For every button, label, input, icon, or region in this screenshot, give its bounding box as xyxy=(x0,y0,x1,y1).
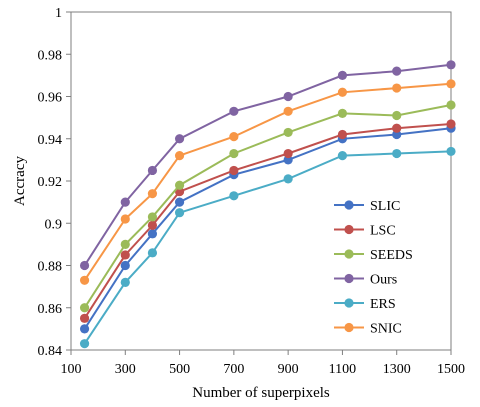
data-point-ours xyxy=(337,70,348,80)
legend-item-ers: ERS xyxy=(334,297,396,312)
axis-ticks: 100 300 500 700 900 1100 1300 1500 0.84 0.86 0.88 0… xyxy=(38,6,466,377)
x-tick-label: 1300 xyxy=(383,362,411,377)
data-point-ours xyxy=(79,260,90,271)
legend-label-slic: SLIC xyxy=(370,199,400,214)
legend-item-ours: Ours xyxy=(334,273,397,288)
legend-label-ours: Ours xyxy=(370,273,397,288)
x-tick-label: 700 xyxy=(223,362,244,377)
y-tick-label: 0.92 xyxy=(38,175,63,190)
legend-label-snic: SNIC xyxy=(370,322,402,337)
x-tick-label: 1500 xyxy=(437,362,465,377)
series-ours xyxy=(79,60,456,271)
data-point-lsc xyxy=(229,165,239,176)
data-point-snic xyxy=(120,214,130,224)
data-point-snic xyxy=(79,275,90,285)
legend: SLIC LSC SEEDS Ours ERS SNIC xyxy=(334,199,413,337)
series-group xyxy=(79,60,456,349)
y-tick-label: 0.86 xyxy=(38,302,63,317)
data-point-lsc xyxy=(446,119,456,129)
data-point-ours xyxy=(229,106,239,116)
data-point-seeds xyxy=(174,180,185,190)
series-lsc xyxy=(79,119,456,323)
data-point-snic xyxy=(392,83,402,93)
data-point-slic xyxy=(174,197,185,207)
y-tick-label: 0.98 xyxy=(38,48,63,63)
legend-marker-ers xyxy=(344,298,354,308)
y-axis-title: Accracy xyxy=(12,156,28,206)
data-point-ours xyxy=(147,165,158,176)
data-point-lsc xyxy=(120,250,130,260)
data-point-ers xyxy=(446,146,456,157)
data-point-slic xyxy=(79,324,90,334)
data-point-lsc xyxy=(79,313,90,323)
series-snic xyxy=(79,79,456,285)
x-tick-label: 100 xyxy=(61,362,82,377)
data-point-slic xyxy=(147,229,158,239)
data-point-snic xyxy=(229,132,239,142)
data-point-ers xyxy=(120,277,130,287)
data-point-snic xyxy=(174,151,185,161)
data-point-lsc xyxy=(337,129,348,140)
data-point-ours xyxy=(174,134,185,144)
data-point-slic xyxy=(120,260,130,271)
x-axis-title: Number of superpixels xyxy=(192,385,330,401)
data-point-seeds xyxy=(337,108,348,118)
data-point-ours xyxy=(283,91,293,102)
legend-item-slic: SLIC xyxy=(334,199,400,214)
data-point-seeds xyxy=(120,239,130,249)
legend-marker-snic xyxy=(344,322,354,333)
data-point-slic xyxy=(283,155,293,165)
legend-item-seeds: SEEDS xyxy=(334,248,413,263)
y-tick-label: 0.84 xyxy=(38,344,63,359)
legend-item-snic: SNIC xyxy=(334,322,402,337)
x-tick-label: 900 xyxy=(278,362,299,377)
y-tick-label: 0.94 xyxy=(38,133,63,148)
data-point-seeds xyxy=(229,148,239,159)
series-seeds xyxy=(79,100,456,313)
legend-marker-seeds xyxy=(344,249,354,259)
x-tick-label: 1100 xyxy=(329,362,356,377)
data-point-seeds xyxy=(446,100,456,110)
x-tick-label: 500 xyxy=(169,362,190,377)
data-point-snic xyxy=(283,106,293,116)
data-point-ours xyxy=(446,60,456,70)
y-tick-label: 0.88 xyxy=(38,260,63,275)
data-point-ers xyxy=(392,148,402,159)
data-point-snic xyxy=(147,189,158,199)
data-point-seeds xyxy=(283,127,293,138)
y-tick-label: 0.9 xyxy=(45,217,63,232)
data-point-snic xyxy=(337,87,348,97)
data-point-ers xyxy=(79,339,90,349)
data-point-ours xyxy=(120,197,130,207)
series-ers xyxy=(79,146,456,349)
data-point-seeds xyxy=(392,110,402,121)
legend-label-seeds: SEEDS xyxy=(370,248,413,263)
legend-marker-lsc xyxy=(344,224,354,235)
data-point-slic xyxy=(392,129,402,140)
legend-label-ers: ERS xyxy=(370,297,396,312)
y-tick-label: 1 xyxy=(55,6,62,21)
data-point-ers xyxy=(229,191,239,201)
x-tick-label: 300 xyxy=(115,362,136,377)
data-point-lsc xyxy=(392,123,402,133)
data-point-ers xyxy=(147,248,158,258)
legend-label-lsc: LSC xyxy=(370,224,396,239)
legend-marker-ours xyxy=(344,273,354,284)
legend-item-lsc: LSC xyxy=(334,224,396,239)
data-point-ers xyxy=(174,208,185,218)
data-point-snic xyxy=(446,79,456,89)
data-point-ers xyxy=(337,151,348,161)
data-point-ers xyxy=(283,174,293,184)
data-point-ours xyxy=(392,66,402,76)
data-point-lsc xyxy=(147,220,158,230)
data-point-seeds xyxy=(79,303,90,313)
y-tick-label: 0.96 xyxy=(38,91,63,106)
data-point-seeds xyxy=(147,212,158,222)
legend-marker-slic xyxy=(344,200,354,210)
data-point-lsc xyxy=(283,148,293,159)
